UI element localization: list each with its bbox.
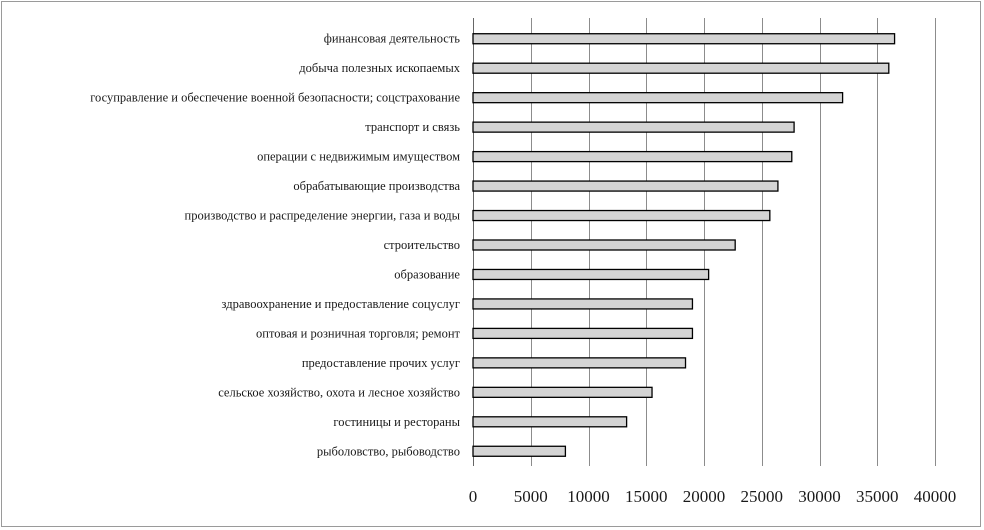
category-label: предоставление прочих услуг [302,356,460,370]
bar-15 [472,445,567,457]
category-label: образование [394,267,460,281]
x-tick-label: 0 [469,487,478,506]
x-tick-label: 40000 [914,487,957,506]
bar-3 [472,92,844,104]
category-label: оптовая и розничная торговля; ремонт [256,326,461,340]
bar-7 [472,209,771,222]
category-label: обрабатывающие производства [293,179,460,193]
category-label: производство и распределение энергии, га… [185,209,461,223]
category-label: операции с недвижимым имуществом [257,150,460,164]
category-label: финансовая деятельность [324,32,461,46]
x-tick-label: 35000 [856,487,899,506]
x-tick-label: 30000 [798,487,841,506]
bar-11 [472,327,694,340]
category-label: госуправление и обеспечение военной безо… [90,91,460,105]
category-label: строительство [384,238,460,252]
bar-4 [472,121,795,133]
category-label: транспорт и связь [365,120,460,134]
bar-2 [472,62,890,74]
x-tick-label: 20000 [683,487,726,506]
category-label: рыболовство, рыбоводство [317,444,460,458]
bar-14 [472,416,628,428]
bar-13 [472,386,653,398]
bars [472,33,896,457]
category-labels: финансовая деятельность добыча полезных и… [90,32,461,459]
category-label: добыча полезных ископаемых [299,61,460,75]
bar-12 [472,357,687,369]
bar-10 [472,298,694,310]
x-tick-label: 25000 [741,487,784,506]
bar-1 [472,33,896,45]
x-tick-label: 10000 [567,487,610,506]
category-label: сельское хозяйство, охота и лесное хозяй… [218,385,460,399]
bar-6 [472,180,779,192]
bar-9 [472,268,710,281]
x-tick-label: 5000 [514,487,548,506]
bar-5 [472,150,793,163]
category-label: здравоохранение и предоставление соцуслу… [222,297,460,311]
bar-8 [472,239,736,251]
category-label: гостиницы и рестораны [333,415,460,429]
x-axis-tick-labels: 0 5000 10000 15000 20000 25000 30000 35000 40000 [469,487,957,506]
x-tick-label: 15000 [625,487,668,506]
